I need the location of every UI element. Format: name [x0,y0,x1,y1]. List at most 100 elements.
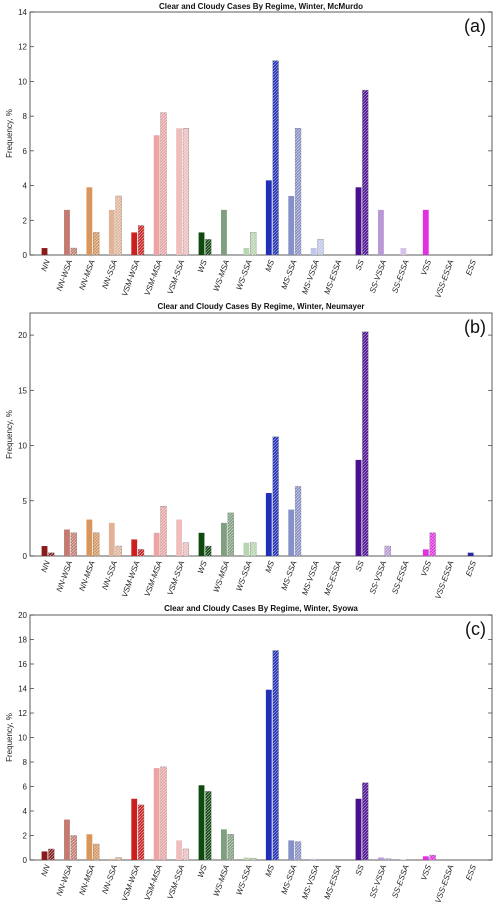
x-tick-label: NN-WSA [55,259,75,293]
chart-panel-3: Clear and Cloudy Cases By Regime, Winter… [5,604,493,904]
x-tick-label: SS-VSSA [368,259,388,295]
bar-clear-ws [198,232,205,255]
bar-hatch-overlay [384,858,391,860]
bar-clear-vsm-msa [153,532,160,556]
y-tick-label: 0 [23,251,28,260]
x-tick-label: VSS [419,258,433,277]
x-tick-label: WS [196,863,209,879]
bar-clear-ws-ssa [243,542,250,556]
bar-hatch-overlay [250,232,257,255]
panel-label: (b) [464,317,486,337]
x-tick-label: VSS [419,863,433,882]
bar-clear-nn-ssa [108,522,115,556]
x-tick-label: SS-VSSA [368,864,388,900]
bar-clear-vsm-msa [153,135,160,255]
bar-hatch-overlay [227,834,234,860]
bar-hatch-overlay [115,546,122,556]
y-tick-label: 10 [18,734,27,743]
bar-clear-ss-essa [400,248,407,255]
bar-hatch-overlay [407,859,414,860]
y-axis-label: Frequency, % [5,713,14,762]
x-tick-label: VSM-WSA [120,259,142,298]
bar-clear-ss-vssa [378,857,384,860]
bar-hatch-overlay [183,542,189,556]
bar-hatch-overlay [272,436,279,556]
y-tick-label: 18 [18,636,27,645]
x-tick-label: NN-WSA [55,864,75,898]
bar-hatch-overlay [115,195,122,255]
y-tick-label: 8 [23,112,28,121]
bar-hatch-overlay [160,506,167,556]
bar-hatch-overlay [48,848,55,860]
bar-hatch-overlay [183,128,189,255]
bar-clear-ms-ssa [288,509,295,556]
x-tick-label: SS-ESSA [390,560,410,596]
bar-clear-nn [41,851,48,860]
x-tick-label: MS-VSSA [300,864,321,901]
bar-hatch-overlay [160,766,167,860]
bar-clear-ss-essa [400,859,407,860]
x-tick-label: NN-WSA [55,560,75,594]
y-tick-label: 4 [23,807,28,816]
bar-clear-ms-ssa [288,840,295,860]
bar-clear-nn-msa [86,187,93,255]
bar-clear-ws-msa [221,522,227,556]
chart-panel-2: Clear and Cloudy Cases By Regime, Winter… [5,302,493,600]
y-axis-label: Frequency, % [5,109,14,158]
bar-hatch-overlay [384,546,391,556]
x-tick-label: VSM-MSA [143,259,164,297]
x-tick-label: ESS [464,863,478,882]
chart-title: Clear and Cloudy Cases By Regime, Winter… [159,2,363,11]
bar-clear-ess [467,552,474,556]
x-tick-label: MS-SSA [280,259,299,291]
chart-panel-1: Clear and Cloudy Cases By Regime, Winter… [5,2,493,299]
bar-hatch-overlay [138,549,144,556]
bar-clear-ws-msa [221,209,227,255]
bar-hatch-overlay [295,128,301,255]
x-tick-label: NN [39,559,51,573]
y-tick-label: 16 [18,660,27,669]
panel-label: (a) [464,16,486,36]
x-tick-label: ESS [464,258,478,277]
bar-clear-vss [422,856,429,860]
y-tick-label: 5 [23,497,28,506]
chart-title: Clear and Cloudy Cases By Regime, Winter… [164,604,358,613]
bar-hatch-overlay [362,782,369,860]
bar-clear-nn-msa [86,834,93,860]
x-tick-label: VSM-WSA [120,864,142,903]
y-tick-label: 6 [23,147,28,156]
bar-clear-nn-wsa [64,209,70,255]
x-tick-label: NN [39,258,51,272]
x-tick-label: NN [39,863,51,877]
y-tick-label: 8 [23,758,28,767]
x-tick-label: WS-SSA [234,560,253,593]
bar-hatch-overlay [115,857,122,860]
bar-clear-vss [422,549,429,556]
x-tick-label: SS [354,258,366,272]
y-tick-label: 2 [23,216,28,225]
bar-clear-nn-wsa [64,529,70,556]
bar-hatch-overlay [138,804,144,860]
x-tick-label: MS-ESSA [323,864,344,901]
x-tick-label: WS-MSA [212,259,232,293]
x-tick-label: WS [196,559,209,575]
bar-hatch-overlay [70,248,77,255]
x-tick-label: WS-MSA [212,560,232,594]
bar-hatch-overlay [70,835,77,860]
x-tick-label: MS-SSA [280,560,299,592]
bar-hatch-overlay [205,546,212,556]
bar-hatch-overlay [183,848,189,860]
bar-hatch-overlay [205,791,212,860]
y-tick-label: 20 [18,331,27,340]
x-tick-label: WS [196,258,209,274]
y-tick-label: 14 [18,8,27,17]
chart-title: Clear and Cloudy Cases By Regime, Winter… [157,302,364,311]
x-tick-label: NN-MSA [77,259,96,292]
bar-clear-vsm-ssa [176,128,183,255]
x-tick-label: MS [264,863,277,878]
bar-hatch-overlay [93,844,100,860]
bar-clear-ws-msa [221,829,227,860]
x-tick-label: SS [354,559,366,573]
y-axis-label: Frequency, % [5,410,14,459]
